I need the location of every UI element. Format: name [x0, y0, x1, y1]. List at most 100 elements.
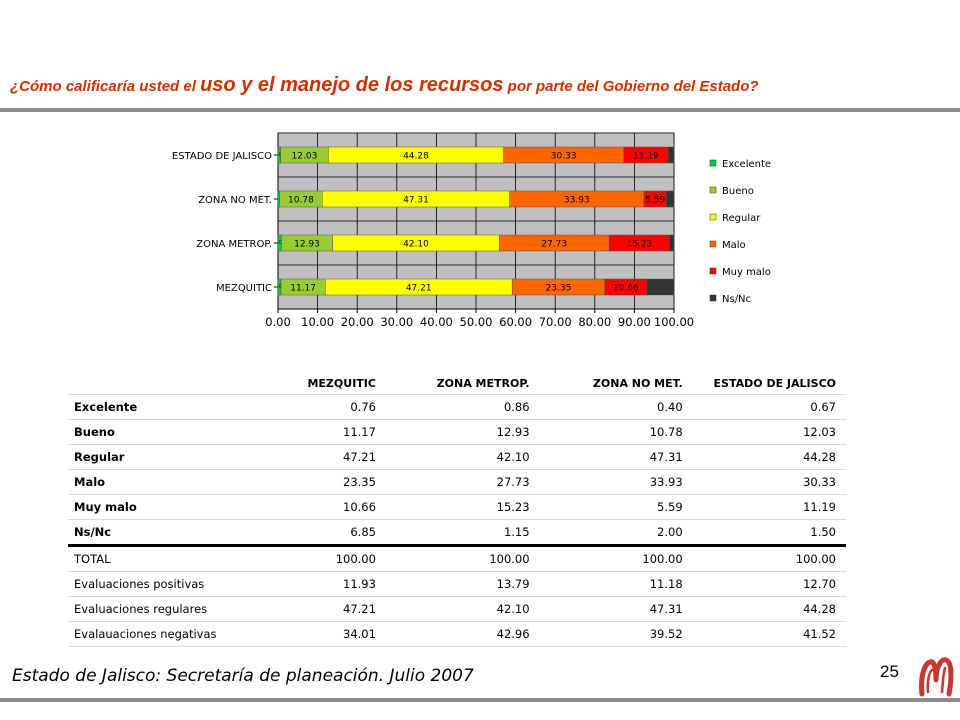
table-cell: 1.15 [385, 519, 540, 546]
table-row: Malo 23.35 27.73 33.93 30.33 [68, 469, 846, 495]
y-tick-label: ESTADO DE JALISCO [172, 151, 272, 162]
data-label: 47.21 [406, 284, 432, 294]
bar-segment [646, 278, 675, 296]
table-row: Evaluaciones positivas 11.93 13.79 11.18… [68, 571, 846, 597]
table-cell: 34.01 [261, 621, 386, 647]
x-tick-label: 90.00 [618, 315, 651, 329]
column-header: ZONA METROP. [436, 377, 530, 390]
data-label: 27.73 [541, 240, 567, 250]
row-label: Evalauaciones negativas [68, 621, 262, 647]
table-cell: 15.23 [385, 494, 540, 520]
row-label: Excelente [68, 394, 262, 420]
table-cell: 1.50 [692, 519, 846, 546]
data-label: 5.59 [645, 196, 665, 206]
table-cell: 0.40 [539, 394, 693, 420]
row-label: Ns/Nc [68, 519, 262, 546]
column-header: ESTADO DE JALISCO [713, 377, 836, 390]
table-row: Regular 47.21 42.10 47.31 44.28 [68, 444, 846, 470]
data-label: 12.03 [292, 152, 318, 162]
legend-label: Regular [722, 213, 761, 224]
legend-label: Bueno [722, 186, 754, 197]
data-label: 23.35 [546, 284, 572, 294]
table-cell: 12.93 [385, 419, 540, 445]
data-label: 10.78 [288, 196, 314, 206]
table-cell: 5.59 [539, 494, 693, 520]
source-caption: Estado de Jalisco: Secretaría de planeac… [12, 666, 474, 686]
x-tick-label: 100.00 [654, 315, 694, 329]
y-tick-label: ZONA METROP. [196, 239, 272, 250]
legend-swatch [709, 267, 717, 275]
table-cell: 47.21 [261, 444, 386, 470]
x-tick-label: 50.00 [460, 315, 493, 329]
page-number: 25 [880, 662, 899, 681]
data-label: 44.28 [403, 152, 429, 162]
x-tick-label: 30.00 [380, 315, 413, 329]
data-label: 12.93 [294, 240, 320, 250]
table-cell: 41.52 [692, 621, 846, 647]
page-title: ¿Cómo calificaría usted el uso y el mane… [10, 74, 950, 97]
table-cell: 44.28 [692, 444, 846, 470]
x-tick-label: 20.00 [341, 315, 374, 329]
y-tick-label: MEZQUITIC [216, 283, 272, 294]
x-tick-label: 80.00 [578, 315, 611, 329]
table-cell: 100.00 [692, 544, 846, 572]
bar-segment [667, 146, 675, 164]
table-cell: 11.93 [261, 571, 386, 597]
row-label: Malo [68, 469, 262, 495]
column-header: ZONA NO MET. [592, 377, 683, 390]
column-header: MEZQUITIC [307, 377, 376, 390]
row-label: Regular [68, 444, 262, 470]
table-cell: 12.03 [692, 419, 846, 445]
table-cell: 100.00 [385, 544, 540, 572]
table-corner-header [68, 356, 261, 395]
x-tick-label: 10.00 [301, 315, 334, 329]
table-cell: 47.21 [261, 596, 386, 622]
table-row: Evaluaciones regulares 47.21 42.10 47.31… [68, 596, 846, 622]
row-label: Evaluaciones positivas [68, 571, 262, 597]
table-cell: 27.73 [385, 469, 540, 495]
table-cell: 11.18 [539, 571, 693, 597]
table-cell: 42.10 [385, 444, 540, 470]
legend-swatch [709, 213, 717, 221]
table-cell: 47.31 [539, 444, 693, 470]
table-row-total: TOTAL 100.00 100.00 100.00 100.00 [68, 544, 846, 572]
legend-label: Ns/Nc [722, 294, 751, 305]
title-part-2: uso y el manejo de los recursos [200, 74, 504, 96]
table-row: Evalauaciones negativas 34.01 42.96 39.5… [68, 621, 846, 647]
legend-label: Muy malo [722, 267, 771, 278]
table-cell: 10.66 [261, 494, 386, 520]
table-cell: 39.52 [539, 621, 693, 647]
table-cell: 33.93 [539, 469, 693, 495]
x-tick-label: 60.00 [499, 315, 532, 329]
data-label: 11.19 [633, 152, 659, 162]
table-cell: 100.00 [539, 544, 693, 572]
table-cell: 47.31 [539, 596, 693, 622]
data-label: 47.31 [403, 196, 429, 206]
legend-swatch [709, 186, 717, 194]
table-row: Excelente 0.76 0.86 0.40 0.67 [68, 394, 846, 420]
table-cell: 0.76 [261, 394, 386, 420]
legend-swatch [709, 240, 717, 248]
data-label: 11.17 [290, 284, 316, 294]
table-cell: 42.96 [385, 621, 540, 647]
data-label: 15.23 [626, 240, 652, 250]
stylized-m-logo-icon [919, 657, 954, 697]
y-tick-label: ZONA NO MET. [198, 195, 272, 206]
data-label: 42.10 [403, 240, 429, 250]
table-cell: 6.85 [261, 519, 386, 546]
data-label: 30.33 [551, 152, 577, 162]
table-row: Bueno 11.17 12.93 10.78 12.03 [68, 419, 846, 445]
table-cell: 13.79 [385, 571, 540, 597]
table-cell: 12.70 [692, 571, 846, 597]
table-header-row: MEZQUITIC ZONA METROP. ZONA NO MET. ESTA… [68, 356, 846, 395]
bar-segment [669, 234, 675, 252]
table-cell: 11.19 [692, 494, 846, 520]
x-tick-label: 40.00 [420, 315, 453, 329]
legend-label: Excelente [722, 159, 771, 170]
data-label: 33.93 [564, 196, 590, 206]
legend-label: Malo [722, 240, 746, 251]
row-label: TOTAL [68, 544, 262, 572]
x-tick-label: 0.00 [265, 315, 291, 329]
table-row: Ns/Nc 6.85 1.15 2.00 1.50 [68, 519, 846, 546]
legend-swatch [709, 294, 717, 302]
